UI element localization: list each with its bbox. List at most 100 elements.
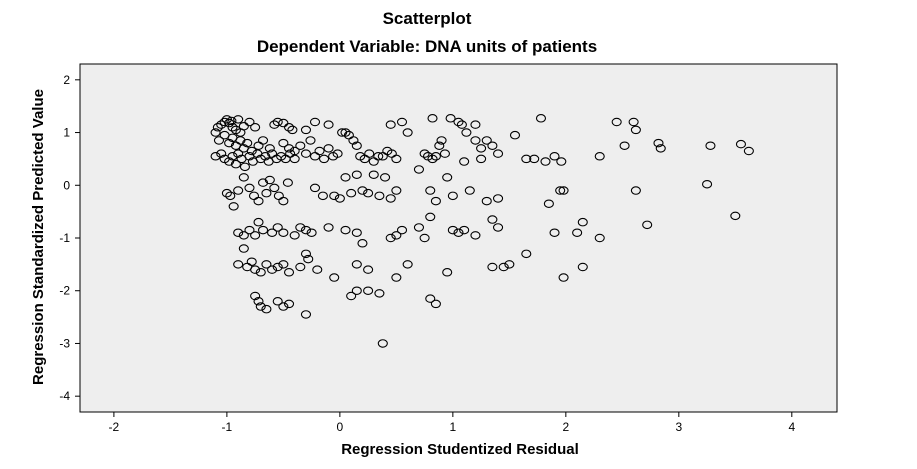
data-point [257,136,269,145]
data-point [224,138,235,148]
data-point [459,157,470,166]
data-point [318,154,330,164]
data-point [235,136,246,145]
data-point [224,118,235,128]
data-point [278,302,289,311]
data-point [246,146,257,156]
data-point [250,265,261,274]
data-point [340,225,351,235]
data-point [487,262,498,272]
data-point [261,304,272,314]
data-point [351,260,362,269]
data-point [391,186,402,195]
data-point [453,228,464,237]
data-point [628,117,639,127]
chart-subtitle: Dependent Variable: DNA units of patient… [257,37,597,56]
data-point [413,223,425,232]
data-point [233,186,244,195]
data-point [470,120,481,129]
data-point [535,114,547,123]
data-point [267,265,278,274]
data-point [216,120,227,129]
data-point [264,144,275,153]
data-point [295,262,306,272]
data-point [261,260,272,269]
data-point [233,115,244,124]
data-point [250,123,261,132]
data-point [213,136,225,145]
data-point [373,152,384,161]
data-point [413,165,425,174]
data-point [419,149,430,158]
data-point [264,175,275,185]
data-point [272,262,283,272]
data-point [476,154,487,164]
data-point [283,123,295,132]
x-tick-label: 1 [450,420,457,434]
x-tick-label: 3 [675,420,682,434]
data-point [549,152,560,161]
data-point [346,188,357,198]
data-point [337,128,348,137]
data-point [374,289,385,298]
y-tick-label: 2 [63,73,70,87]
data-point [558,186,569,195]
x-tick-label: 0 [337,420,344,434]
data-point [332,149,343,158]
data-point [504,260,515,269]
data-point [487,215,498,224]
data-point [317,191,328,201]
data-point [323,120,334,129]
data-point [481,136,492,145]
data-point [253,297,264,306]
data-point [340,128,351,137]
data-point [238,231,249,240]
data-point [363,265,374,274]
data-point [300,249,312,259]
data-point [653,138,664,148]
data-point [402,260,413,269]
data-point [253,217,264,227]
data-point [261,188,272,198]
data-point [306,228,317,237]
data-point [427,154,438,164]
data-point [594,152,605,161]
data-point [267,228,278,237]
data-point [549,228,560,237]
data-point [577,262,588,272]
data-point [283,299,295,309]
data-point [224,157,235,166]
data-point [445,114,456,123]
data-point [402,128,413,137]
data-point [348,136,359,145]
data-point [642,220,653,230]
data-point [210,152,221,161]
data-point [278,138,289,148]
data-point [227,123,238,132]
data-point [439,149,450,158]
data-point [391,231,402,240]
data-point [374,191,385,201]
data-point [216,149,227,158]
data-point [430,152,441,161]
data-point [447,225,458,235]
data-point [705,141,716,150]
data-point [385,233,396,243]
data-point [368,170,379,179]
data-point [351,141,362,150]
data-point [436,136,447,145]
data-point [238,173,249,182]
data-point [540,157,551,166]
x-tick-label: -2 [109,420,120,434]
data-point [260,152,271,161]
data-point [427,114,438,123]
data-point [351,170,362,179]
data-point [314,146,325,156]
data-points [210,114,754,348]
data-point [309,117,321,127]
data-point [253,196,264,206]
y-tick-label: -2 [59,284,70,298]
data-point [380,173,391,182]
data-point [425,294,436,303]
